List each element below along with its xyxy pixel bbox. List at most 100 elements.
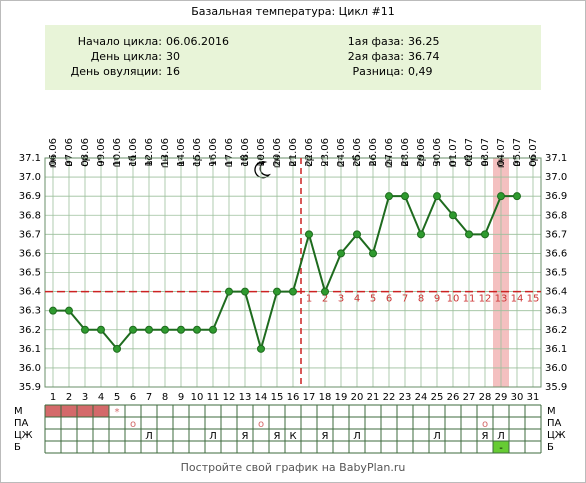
row-fill: [61, 405, 77, 417]
date-label: 25.06: [352, 138, 363, 167]
temperature-point: [225, 287, 233, 296]
temperature-point: [321, 287, 329, 296]
temperature-point: [209, 325, 217, 334]
row-cell: Я: [242, 431, 249, 442]
weekday-label: вт: [288, 155, 299, 167]
x-tick-label: 5: [114, 392, 120, 403]
date-label: 17.06: [224, 138, 235, 167]
temperature-point: [193, 325, 201, 334]
luteal-day-label: 6: [386, 294, 392, 305]
y-tick-label: 36.2: [19, 325, 41, 336]
row-label: ПА: [547, 418, 562, 429]
x-tick-label: 28: [479, 392, 492, 403]
temperature-point: [145, 325, 153, 334]
date-label: 20.06: [272, 138, 283, 167]
row-cell: -: [499, 443, 503, 454]
x-tick-label: 19: [335, 392, 348, 403]
weekday-label: пн: [384, 155, 395, 168]
date-label: 02.07: [464, 138, 475, 167]
info-value: 36.25: [408, 35, 440, 48]
x-tick-label: 4: [98, 392, 104, 403]
x-tick-label: 14: [255, 392, 268, 403]
date-label: 22.06: [304, 138, 315, 167]
weekday-label: пн: [160, 155, 171, 168]
temperature-point: [65, 306, 73, 315]
y-tick-label: 35.9: [545, 382, 567, 393]
temperature-point: [449, 211, 457, 220]
luteal-day-label: 2: [322, 294, 328, 305]
date-label: 14.06: [176, 138, 187, 167]
row-cell: Я: [322, 431, 329, 442]
weekday-label: пн: [496, 155, 507, 168]
row-cell: Л: [353, 431, 361, 442]
temperature-point: [369, 249, 377, 258]
x-tick-label: 21: [367, 392, 380, 403]
luteal-day-label: 1: [306, 294, 312, 305]
temperature-point: [113, 344, 121, 353]
info-box: [45, 25, 541, 90]
footer: Постройте свой график на BabyPlan.ru: [181, 461, 406, 474]
weekday-label: пн: [272, 155, 283, 168]
luteal-day-label: 7: [402, 294, 408, 305]
x-tick-label: 16: [287, 392, 300, 403]
y-tick-label: 36.0: [545, 363, 567, 374]
luteal-day-label: 9: [434, 294, 440, 305]
info-value: 06.06.2016: [166, 35, 229, 48]
date-label: 12.06: [144, 138, 155, 167]
y-tick-label: 37.1: [545, 153, 567, 164]
date-label: 03.07: [480, 138, 491, 167]
row-cell: Л: [209, 431, 217, 442]
temperature-point: [497, 192, 505, 201]
temperature-point: [81, 325, 89, 334]
y-tick-label: 36.4: [545, 287, 567, 298]
weekday-label: пт: [112, 155, 123, 168]
info-value: 0,49: [408, 65, 433, 78]
y-tick-label: 36.2: [545, 325, 567, 336]
temperature-point: [417, 230, 425, 239]
date-label: 29.06: [416, 138, 427, 167]
date-label: 21.06: [288, 138, 299, 167]
date-label: 11.06: [128, 138, 139, 167]
y-tick-label: 36.6: [545, 248, 567, 259]
luteal-day-label: 10: [447, 294, 460, 305]
date-label: 26.06: [368, 138, 379, 167]
y-tick-label: 36.3: [545, 306, 567, 317]
x-tick-label: 2: [66, 392, 72, 403]
weekday-label: сб: [464, 155, 475, 167]
weekday-label: ср: [304, 155, 315, 167]
y-tick-label: 37.1: [19, 153, 41, 164]
temperature-point: [161, 325, 169, 334]
luteal-day-label: 12: [479, 294, 492, 305]
x-tick-label: 10: [191, 392, 204, 403]
date-label: 01.07: [448, 138, 459, 167]
x-tick-label: 31: [527, 392, 540, 403]
x-tick-label: 30: [511, 392, 524, 403]
date-label: 15.06: [192, 138, 203, 167]
x-tick-label: 7: [146, 392, 152, 403]
info-label: Начало цикла:: [78, 35, 162, 48]
row-label: М: [14, 406, 23, 417]
luteal-day-label: 5: [370, 294, 376, 305]
info-value: 16: [166, 65, 180, 78]
temperature-point: [97, 325, 105, 334]
weekday-label: чт: [320, 155, 331, 167]
luteal-day-label: 14: [511, 294, 524, 305]
row-cell: o: [130, 419, 136, 430]
x-tick-label: 29: [495, 392, 508, 403]
y-tick-label: 36.3: [19, 306, 41, 317]
weekday-label: ср: [416, 155, 427, 167]
x-tick-label: 8: [162, 392, 168, 403]
info-label: 2ая фаза:: [348, 50, 404, 63]
luteal-day-label: 13: [495, 294, 508, 305]
y-tick-label: 36.0: [19, 363, 41, 374]
x-tick-label: 1: [50, 392, 56, 403]
weekday-label: вт: [176, 155, 187, 167]
y-tick-label: 36.8: [19, 210, 41, 221]
info-label: День цикла:: [91, 50, 162, 63]
temperature-point: [129, 325, 137, 334]
luteal-day-label: 15: [527, 294, 540, 305]
temperature-point: [177, 325, 185, 334]
info-value: 36.74: [408, 50, 440, 63]
temperature-line: [53, 194, 517, 353]
